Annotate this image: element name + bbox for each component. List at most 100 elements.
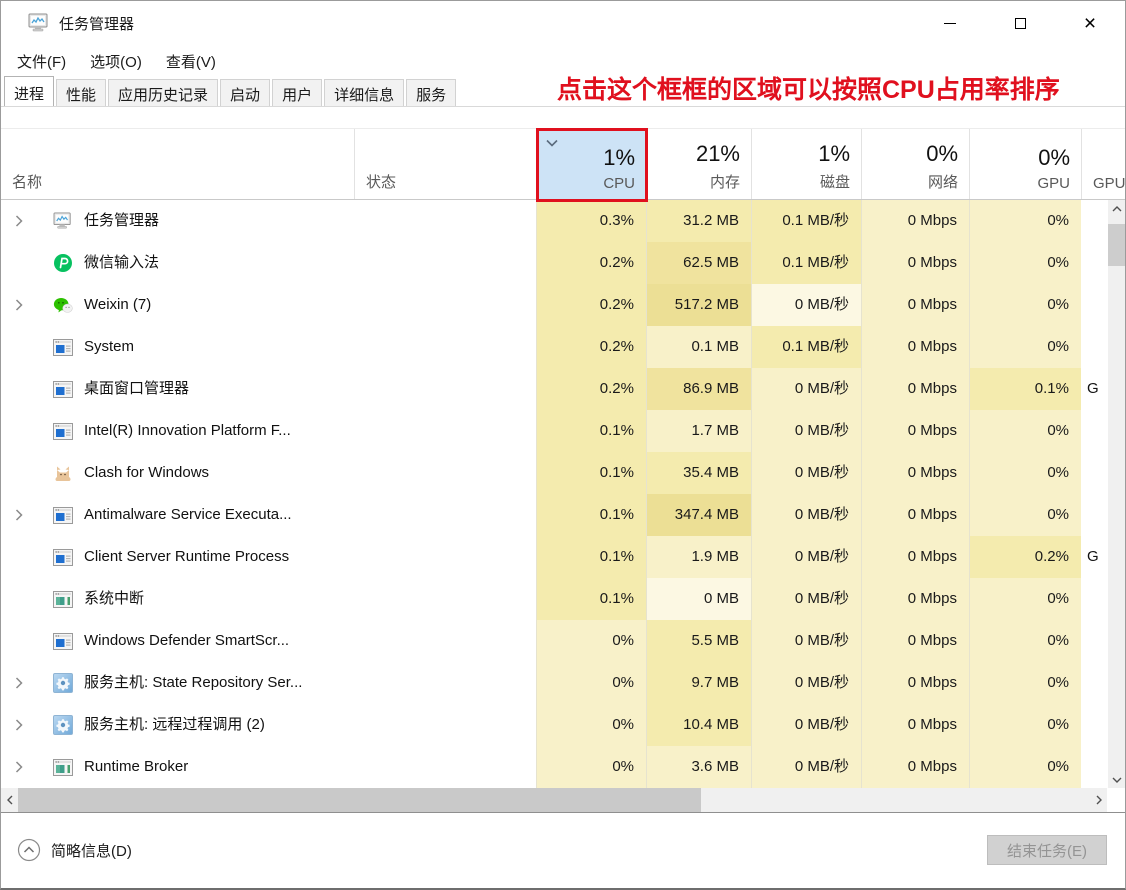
cell-status (354, 410, 536, 452)
scroll-left-button[interactable] (1, 788, 18, 812)
horizontal-scroll-thumb[interactable] (18, 788, 701, 812)
table-row[interactable]: Runtime Broker 0% 3.6 MB 0 MB/秒 0 Mbps 0% (1, 746, 1125, 788)
cell-gpu: 0% (969, 746, 1081, 788)
cell-disk: 0 MB/秒 (751, 704, 861, 746)
horizontal-scroll-track[interactable] (18, 788, 1090, 812)
table-row[interactable]: 系统中断 0.1% 0 MB 0 MB/秒 0 Mbps 0% (1, 578, 1125, 620)
horizontal-scrollbar[interactable] (1, 788, 1125, 813)
cell-net: 0 Mbps (861, 326, 969, 368)
column-header-cpu[interactable]: 1% CPU (536, 129, 646, 199)
cell-status (354, 746, 536, 788)
expand-chevron-icon[interactable] (15, 677, 41, 689)
cell-gpu: 0.2% (969, 536, 1081, 578)
vertical-scrollbar[interactable] (1108, 200, 1125, 788)
table-row[interactable]: 任务管理器 0.3% 31.2 MB 0.1 MB/秒 0 Mbps 0% (1, 200, 1125, 242)
expand-chevron-icon[interactable] (15, 761, 41, 773)
cell-mem: 0 MB (646, 578, 751, 620)
cell-disk: 0 MB/秒 (751, 368, 861, 410)
maximize-button[interactable] (985, 1, 1055, 45)
menu-item-view[interactable]: 查看(V) (165, 53, 216, 71)
table-row[interactable]: Weixin (7) 0.2% 517.2 MB 0 MB/秒 0 Mbps 0% (1, 284, 1125, 326)
expand-chevron-icon[interactable] (15, 215, 41, 227)
cell-mem: 0.1 MB (646, 326, 751, 368)
table-row[interactable]: Intel(R) Innovation Platform F... 0.1% 1.7… (1, 410, 1125, 452)
minimize-icon (944, 22, 956, 24)
cell-mem: 9.7 MB (646, 662, 751, 704)
cell-mem: 1.9 MB (646, 536, 751, 578)
column-header-gpu[interactable]: 0% GPU (969, 129, 1081, 199)
expand-chevron-icon[interactable] (15, 719, 41, 731)
cell-name: 服务主机: 远程过程调用 (2) (1, 704, 354, 746)
process-name: 微信输入法 (84, 254, 160, 271)
window-green-icon (53, 757, 73, 777)
end-task-button[interactable]: 结束任务(E) (987, 835, 1107, 865)
cell-cpu: 0% (536, 746, 646, 788)
cell-cpu: 0.2% (536, 326, 646, 368)
table-row[interactable]: Clash for Windows 0.1% 35.4 MB 0 MB/秒 0 Mbps… (1, 452, 1125, 494)
chevron-up-icon (1112, 205, 1121, 211)
scroll-up-button[interactable] (1108, 200, 1125, 217)
cell-net: 0 Mbps (861, 494, 969, 536)
table-row[interactable]: 服务主机: 远程过程调用 (2) 0% 10.4 MB 0 MB/秒 0 Mbps 0% (1, 704, 1125, 746)
table-row[interactable]: 微信输入法 0.2% 62.5 MB 0.1 MB/秒 0 Mbps 0% (1, 242, 1125, 284)
wechat-icon (53, 295, 73, 315)
cell-gpu: 0% (969, 662, 1081, 704)
cell-disk: 0 MB/秒 (751, 452, 861, 494)
cell-net: 0 Mbps (861, 704, 969, 746)
column-header-memory[interactable]: 21% 内存 (646, 129, 751, 199)
cell-cpu: 0.1% (536, 494, 646, 536)
tab-details[interactable]: 详细信息 (324, 79, 405, 106)
wechat-input-icon (53, 253, 73, 273)
minimize-button[interactable] (915, 1, 985, 45)
cell-mem: 10.4 MB (646, 704, 751, 746)
column-header-status[interactable]: 状态 (354, 129, 536, 199)
tab-bar: 进程 性能 应用历史记录 启动 用户 详细信息 服务 (1, 76, 1125, 107)
cell-gpu-engine: G (1087, 548, 1099, 565)
column-header-name[interactable]: 名称 (12, 174, 43, 191)
scroll-down-button[interactable] (1108, 771, 1125, 788)
cell-status (354, 536, 536, 578)
scroll-right-button[interactable] (1090, 788, 1107, 812)
tab-users[interactable]: 用户 (272, 79, 323, 106)
menu-item-file[interactable]: 文件(F) (17, 53, 67, 71)
cell-disk: 0.1 MB/秒 (751, 242, 861, 284)
column-header-network[interactable]: 0% 网络 (861, 129, 969, 199)
table-row[interactable]: Windows Defender SmartScr... 0% 5.5 MB 0 MB… (1, 620, 1125, 662)
cell-net: 0 Mbps (861, 368, 969, 410)
window-blue-icon (53, 505, 73, 525)
table-row[interactable]: Client Server Runtime Process 0.1% 1.9 MB 0… (1, 536, 1125, 578)
cell-status (354, 368, 536, 410)
tab-app-history[interactable]: 应用历史记录 (108, 79, 219, 106)
expand-chevron-icon[interactable] (15, 299, 41, 311)
cell-cpu: 0.1% (536, 452, 646, 494)
cell-disk: 0.1 MB/秒 (751, 326, 861, 368)
window-title: 任务管理器 (59, 15, 135, 33)
tab-startup[interactable]: 启动 (220, 79, 271, 106)
close-button[interactable]: × (1055, 1, 1125, 45)
table-row[interactable]: Antimalware Service Executa... 0.1% 347.4 … (1, 494, 1125, 536)
tab-performance[interactable]: 性能 (56, 79, 107, 106)
menu-item-options[interactable]: 选项(O) (90, 53, 142, 71)
cell-disk: 0.1 MB/秒 (751, 200, 861, 242)
process-name: Client Server Runtime Process (84, 548, 290, 565)
column-header-disk[interactable]: 1% 磁盘 (751, 129, 861, 199)
maximize-icon (1014, 17, 1026, 29)
column-header-gpu-engine[interactable]: GPU (1081, 129, 1125, 199)
table-row[interactable]: System 0.2% 0.1 MB 0.1 MB/秒 0 Mbps 0% (1, 326, 1125, 368)
table-row[interactable]: 桌面窗口管理器 0.2% 86.9 MB 0 MB/秒 0 Mbps 0.1% G (1, 368, 1125, 410)
cell-gpu: 0% (969, 410, 1081, 452)
cell-disk: 0 MB/秒 (751, 410, 861, 452)
fewer-details-toggle[interactable]: 简略信息(D) (17, 838, 132, 862)
process-name: 桌面窗口管理器 (84, 380, 190, 397)
tab-processes[interactable]: 进程 (4, 76, 55, 106)
chevron-down-icon (1112, 777, 1121, 783)
cell-mem: 35.4 MB (646, 452, 751, 494)
cell-cpu: 0% (536, 620, 646, 662)
close-icon: × (1083, 11, 1097, 35)
cell-gpu: 0% (969, 452, 1081, 494)
vertical-scroll-thumb[interactable] (1108, 224, 1125, 266)
tab-services[interactable]: 服务 (406, 79, 457, 106)
table-row[interactable]: 服务主机: State Repository Ser... 0% 9.7 MB 0 M… (1, 662, 1125, 704)
expand-chevron-icon[interactable] (15, 509, 41, 521)
cell-status (354, 704, 536, 746)
